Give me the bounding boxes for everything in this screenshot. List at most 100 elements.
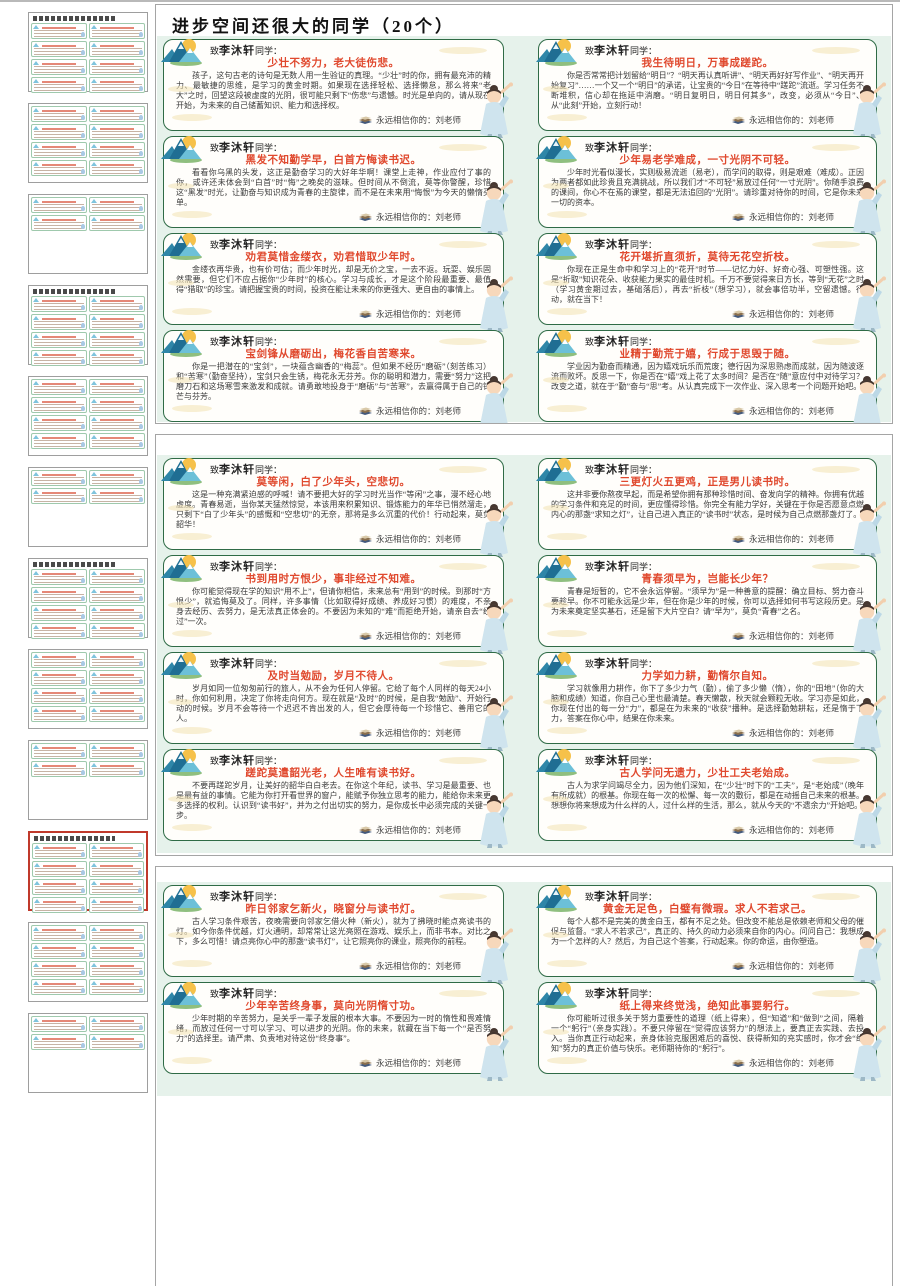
card-body: 古人为求学问竭尽全力，因为他们深知，在“少壮”时下的“工夫”，是“老始成”（晚年…	[551, 781, 864, 810]
thumbnail-mini-card	[31, 961, 87, 977]
cloud-decoration	[439, 144, 487, 151]
page-thumbnail-2[interactable]	[28, 103, 148, 183]
card-body: 古人学习条件艰苦，夜晚需要向邻家乞借火种（新火），就为了拂晓时能点亮读书的灯。如…	[176, 917, 491, 946]
student-name: 李沐轩	[594, 891, 631, 903]
message-card: 致李沐轩同学： 宝剑锋从磨砺出，梅花香自苦寒来。 你是一把潜在的“宝剑”，一块蕴含幽…	[161, 330, 513, 423]
cloud-decoration	[543, 932, 569, 938]
cloud-decoration	[547, 960, 587, 967]
thumbnail-mini-card	[89, 415, 145, 431]
card-signature: 永远相信你的：刘老师	[357, 533, 461, 545]
card-signature: 永远相信你的：刘老师	[730, 824, 834, 836]
thumbnail-mini-card	[89, 488, 145, 504]
message-card: 致李沐轩同学： 花开堪折直须折，莫待无花空折枝。 你现在正是生命中和学习上的“花开”…	[536, 233, 886, 332]
page-thumbnail-6[interactable]	[28, 467, 148, 547]
thumbnail-mini-card	[31, 623, 87, 639]
cloud-decoration	[547, 405, 587, 412]
mountain-sun-logo-icon	[536, 885, 577, 912]
books-icon	[358, 535, 372, 543]
cloud-decoration	[812, 757, 860, 764]
document-canvas: 进步空间还很大的同学（20个） 致李沐轩同学： 少壮不努力，老大徒伤悲。 孩子，这句…	[155, 4, 893, 1286]
cloud-decoration	[168, 699, 194, 705]
thumbnail-mini-card	[31, 397, 87, 413]
teacher-figure-icon	[853, 792, 886, 848]
message-card: 致李沐轩同学： 蹉跎莫遣韶光老，人生唯有读书好。 不要再蹉跎岁月，让美好的韶华白白老…	[161, 749, 513, 848]
page-thumbnail-7[interactable]	[28, 558, 148, 639]
page-thumbnail-4[interactable]	[28, 285, 148, 366]
page-thumbnail-12[interactable]	[28, 1013, 148, 1093]
thumbnail-mini-card	[89, 688, 145, 704]
card-title: 昨日邻家乞新火，晓窗分与读书灯。	[245, 904, 422, 915]
teacher-figure-icon	[480, 276, 513, 332]
student-name: 李沐轩	[594, 988, 631, 1000]
page-thumbnail-1[interactable]	[28, 12, 148, 93]
cloud-decoration	[172, 114, 212, 121]
cloud-decoration	[547, 824, 587, 831]
cloud-decoration	[168, 280, 194, 286]
card-salutation: 致李沐轩同学：	[585, 561, 658, 573]
page-thumbnail-8[interactable]	[28, 649, 148, 729]
thumbnail-mini-card	[89, 897, 144, 913]
message-card: 致李沐轩同学： 及时当勉励，岁月不待人。 岁月如同一位匆匆前行的旅人，从不会为任何人…	[161, 652, 513, 751]
cloud-decoration	[439, 338, 487, 345]
card-salutation: 致李沐轩同学：	[585, 755, 658, 767]
teacher-figure-icon	[853, 501, 886, 557]
message-card: 致李沐轩同学： 业精于勤荒于嬉，行成于思毁于随。 学业因为勤奋而精通，因为嬉戏玩乐而…	[536, 330, 886, 423]
books-icon	[358, 310, 372, 318]
thumbnail-mini-card	[89, 106, 145, 122]
cloud-decoration	[439, 47, 487, 54]
thumbnail-mini-card	[31, 1034, 87, 1050]
mountain-sun-logo-icon	[161, 136, 202, 163]
cloud-decoration	[812, 47, 860, 54]
thumbnail-mini-card	[89, 605, 145, 621]
card-signature: 永远相信你的：刘老师	[730, 727, 834, 739]
cloud-decoration	[172, 824, 212, 831]
cloud-decoration	[172, 533, 212, 540]
cloud-decoration	[547, 1057, 587, 1064]
thumbnail-mini-card	[89, 943, 145, 959]
thumbnail-mini-card	[32, 843, 87, 859]
card-body: 学业因为勤奋而精通，因为嬉戏玩乐而荒废；德行因为深思熟虑而成就，因为随波逐流而败…	[551, 362, 864, 391]
cloud-decoration	[439, 241, 487, 248]
message-card: 致李沐轩同学： 古人学问无遗力，少壮工夫老始成。 古人为求学问竭尽全力，因为他们深知…	[536, 749, 886, 848]
page-thumbnail-10[interactable]	[28, 831, 148, 913]
thumbnail-mini-card	[89, 433, 145, 449]
thumbnail-mini-card	[31, 106, 87, 122]
books-icon	[731, 213, 745, 221]
cloud-decoration	[547, 533, 587, 540]
thumbnail-mini-card	[89, 623, 145, 639]
card-title: 我生待明日，万事成蹉跎。	[641, 58, 774, 69]
mountain-sun-logo-icon	[536, 982, 577, 1009]
cloud-decoration	[812, 893, 860, 900]
mountain-sun-logo-icon	[536, 233, 577, 260]
page-thumbnail-5[interactable]	[28, 376, 148, 456]
message-card: 致李沐轩同学： 三更灯火五更鸡，正是男儿读书时。 这并非要你熬夜早起，而是希望你拥有…	[536, 458, 886, 557]
card-signature: 永远相信你的：刘老师	[357, 211, 461, 223]
teacher-figure-icon	[853, 373, 886, 423]
thumbnail-mini-card	[31, 142, 87, 158]
card-salutation: 致李沐轩同学：	[585, 336, 658, 348]
cloud-decoration	[172, 308, 212, 315]
page-thumbnail-11[interactable]	[28, 922, 148, 1002]
thumbnail-mini-card	[31, 23, 87, 39]
card-title: 少壮不努力，老大徒伤悲。	[267, 58, 400, 69]
page-thumbnail-9[interactable]	[28, 740, 148, 820]
message-card: 致李沐轩同学： 少年易老学难成，一寸光阴不可轻。 少年时光看似漫长，实则极易流逝（易…	[536, 136, 886, 235]
card-signature: 永远相信你的：刘老师	[357, 405, 461, 417]
thumbnail-mini-card	[32, 897, 87, 913]
page-thumbnail-3[interactable]	[28, 194, 148, 274]
card-signature: 永远相信你的：刘老师	[357, 727, 461, 739]
cloud-decoration	[172, 405, 212, 412]
teacher-figure-icon	[480, 792, 513, 848]
mountain-sun-logo-icon	[161, 458, 202, 485]
cloud-decoration	[439, 466, 487, 473]
card-salutation: 致李沐轩同学：	[210, 891, 283, 903]
thumbnail-mini-card	[89, 706, 145, 722]
teacher-figure-icon	[853, 82, 886, 138]
thumbnail-mini-card	[89, 23, 145, 39]
thumbnail-mini-card	[31, 379, 87, 395]
student-name: 李沐轩	[219, 45, 256, 57]
thumbnail-mini-card	[31, 925, 87, 941]
card-body: 少年时光看似漫长，实则极易流逝（易老），而学问的取得，则是艰难（难成）。正因为两…	[551, 168, 864, 207]
books-icon	[358, 407, 372, 415]
teacher-figure-icon	[480, 928, 513, 984]
